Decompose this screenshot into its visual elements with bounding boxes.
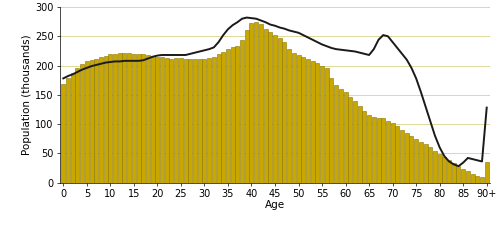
Bar [424,144,428,183]
Bar [250,23,254,183]
Bar [170,58,173,183]
Bar [470,174,474,183]
Bar [226,49,230,183]
Bar [410,136,414,183]
Bar [428,147,432,183]
Bar [484,162,488,183]
Bar [381,118,385,183]
Bar [348,97,352,183]
Bar [296,55,300,183]
Bar [236,46,240,183]
Bar [344,92,347,183]
Bar [70,73,74,183]
Bar [376,117,380,183]
Bar [104,55,108,183]
Bar [282,42,286,183]
Bar [76,68,80,183]
Bar [99,57,103,183]
Bar [90,60,94,183]
Bar [108,54,112,183]
Bar [461,169,465,183]
Bar [216,54,220,183]
Bar [306,59,310,183]
Bar [339,89,343,183]
Bar [188,59,192,183]
Bar [122,53,126,183]
Bar [221,52,225,183]
Bar [310,61,314,183]
Bar [476,176,480,183]
Bar [132,54,136,183]
Bar [150,56,154,183]
Bar [156,57,160,183]
Y-axis label: Population (thousands): Population (thousands) [22,34,32,155]
Bar [330,78,334,183]
Bar [254,22,258,183]
Bar [202,59,206,183]
Bar [292,53,296,183]
Bar [325,68,329,183]
Bar [438,154,442,183]
Bar [245,30,249,183]
Bar [127,53,131,183]
X-axis label: Age: Age [265,200,285,210]
Bar [207,58,211,183]
Bar [259,24,263,183]
Bar [179,58,183,183]
Bar [174,58,178,183]
Bar [353,101,357,183]
Bar [456,166,460,183]
Bar [165,58,169,183]
Bar [480,177,484,183]
Bar [367,115,371,183]
Bar [396,126,400,183]
Bar [94,58,98,183]
Bar [358,106,362,183]
Bar [414,139,418,183]
Bar [316,63,320,183]
Bar [433,151,437,183]
Bar [452,163,456,183]
Bar [66,78,70,183]
Bar [193,59,197,183]
Bar [136,54,140,183]
Bar [118,53,122,183]
Bar [419,142,423,183]
Bar [278,38,281,183]
Bar [447,160,451,183]
Bar [85,61,89,183]
Bar [362,110,366,183]
Bar [264,29,268,183]
Bar [442,157,446,183]
Bar [372,117,376,183]
Bar [390,124,394,183]
Bar [198,59,202,183]
Bar [301,57,305,183]
Bar [268,32,272,183]
Bar [146,55,150,183]
Bar [113,54,117,183]
Bar [142,54,146,183]
Bar [400,130,404,183]
Bar [404,133,408,183]
Bar [466,171,470,183]
Bar [334,85,338,183]
Bar [80,64,84,183]
Bar [240,40,244,183]
Bar [230,47,234,183]
Bar [62,84,66,183]
Bar [273,35,277,183]
Bar [160,57,164,183]
Bar [184,58,188,183]
Bar [287,49,291,183]
Bar [212,57,216,183]
Bar [320,66,324,183]
Bar [386,121,390,183]
